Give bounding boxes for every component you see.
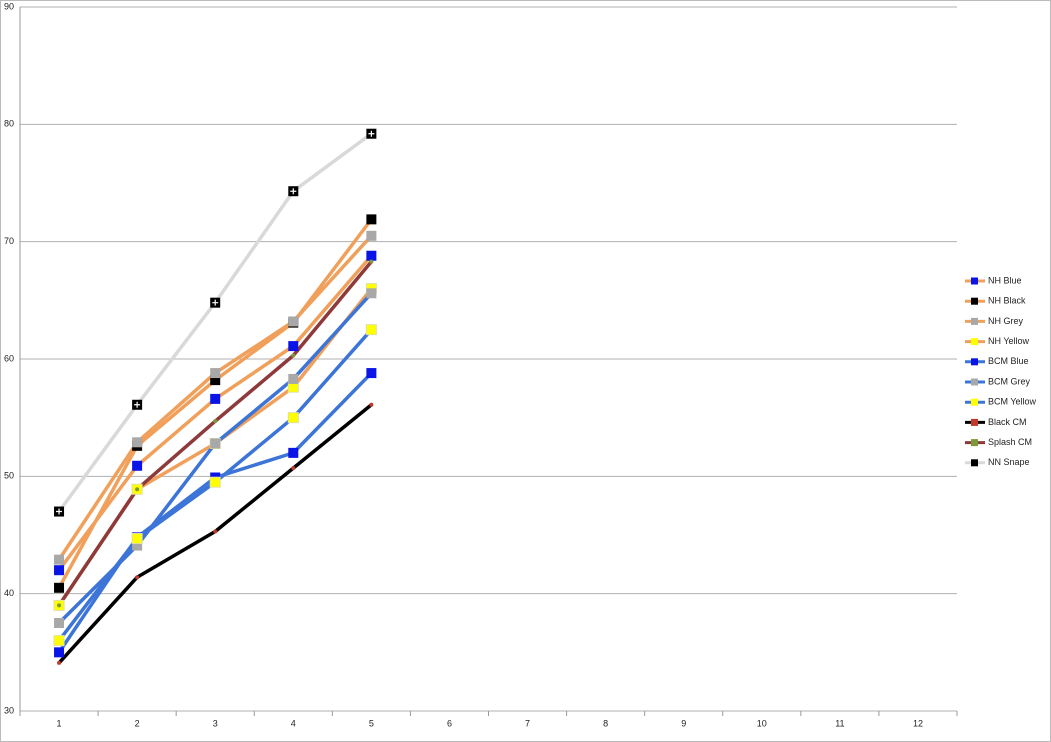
legend-marker [971,378,978,386]
point [369,259,374,264]
point [132,437,143,448]
x-tick-label: 6 [447,718,452,728]
legend-marker [971,459,978,467]
point [57,603,62,608]
y-tick-label: 90 [4,1,14,11]
y-tick-label: 50 [4,471,14,481]
legend-label: BCM Grey [988,376,1031,386]
point [288,373,299,384]
point [287,412,299,424]
legend-label: BCM Blue [988,356,1029,366]
point [57,660,62,665]
point [369,402,374,407]
legend-marker [971,297,978,305]
point [210,438,221,449]
point [54,618,65,628]
point [366,250,377,261]
point [132,460,143,471]
legend-label: NN Snape [988,457,1030,467]
series-line [57,132,373,513]
x-tick-label: 1 [57,718,62,728]
point-cross [368,130,375,137]
x-tick-label: 4 [291,718,296,728]
point [54,565,65,576]
y-tick-label: 40 [4,588,14,598]
point-cross [212,299,219,306]
legend-marker [971,358,978,366]
point [291,466,296,471]
y-tick-label: 30 [4,705,14,715]
x-tick-label: 5 [369,718,374,728]
legend-marker [971,439,978,447]
point [54,647,65,658]
point [366,288,377,299]
y-tick-label: 70 [4,236,14,246]
point [135,575,140,580]
point-cross [290,188,297,195]
point [366,214,377,225]
legend-marker [971,418,978,426]
point [209,476,221,488]
legend-label: NH Blue [988,275,1022,285]
point [365,324,377,336]
legend-label: NH Grey [988,316,1024,326]
legend-marker [971,277,978,285]
point [210,393,221,404]
point [288,447,299,458]
point [288,316,299,327]
point [213,529,218,534]
legend-label: Black CM [988,417,1027,427]
point [213,419,218,424]
point [210,375,221,386]
x-tick-label: 11 [835,718,844,728]
point [291,353,296,358]
point [366,368,377,379]
x-tick-label: 12 [913,718,923,728]
point [132,540,143,551]
legend-marker [971,317,978,325]
legend-label: BCM Yellow [988,397,1037,407]
point-cross [56,508,63,515]
x-tick-label: 2 [135,718,140,728]
legend-label: NH Yellow [988,336,1030,346]
series-line [57,260,373,607]
point [366,230,377,241]
point [54,582,65,593]
point [53,635,65,647]
x-tick-label: 7 [525,718,530,728]
point [210,368,221,379]
legend-marker [971,398,978,406]
series-line [57,292,373,625]
point [135,487,140,492]
point [54,554,65,565]
legend-label: NH Black [988,296,1026,306]
x-tick-label: 3 [213,718,218,728]
x-tick-label: 9 [681,718,686,728]
point [288,341,299,352]
x-tick-label: 8 [603,718,608,728]
legend-label: Splash CM [988,437,1032,447]
point [131,533,143,545]
x-tick-label: 10 [757,718,767,728]
y-tick-label: 60 [4,353,14,363]
y-tick-label: 80 [4,119,14,129]
legend-marker [971,338,978,346]
point-cross [134,401,141,408]
